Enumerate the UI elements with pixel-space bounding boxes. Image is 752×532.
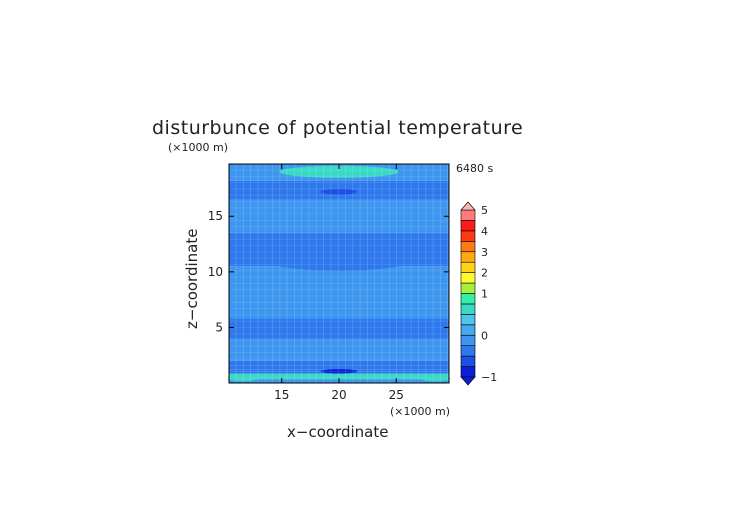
colorbar-box xyxy=(460,209,476,221)
colorbar-tick-label: 1 xyxy=(481,288,488,301)
chart-title: disturbunce of potential temperature xyxy=(152,117,523,139)
colorbar-box xyxy=(460,334,476,346)
plot-area xyxy=(227,163,451,384)
y-tick-label: 15 xyxy=(208,209,223,223)
colorbar-top-arrow xyxy=(460,201,476,211)
contour-feature xyxy=(320,189,358,195)
colorbar-box xyxy=(460,293,476,305)
colorbar-bottom-arrow xyxy=(460,376,476,386)
colorbar-box xyxy=(460,251,476,263)
contour-feature xyxy=(279,165,399,178)
y-axis-label: z−coordinate xyxy=(183,229,201,329)
contour-band xyxy=(229,360,449,370)
contour-band xyxy=(229,338,449,361)
contour-feature xyxy=(258,244,420,271)
contour-band xyxy=(229,318,449,339)
colorbar-box xyxy=(460,355,476,367)
time-label: 6480 s xyxy=(456,162,493,175)
contour-feature xyxy=(320,369,358,374)
x-tick-label: 15 xyxy=(274,388,289,402)
colorbar xyxy=(460,201,476,386)
contour-features xyxy=(227,165,451,382)
colorbar-tick-label: 3 xyxy=(481,246,488,259)
colorbar-box xyxy=(460,314,476,326)
colorbar-box xyxy=(460,303,476,315)
contour-band xyxy=(229,373,449,380)
contour-feature xyxy=(227,375,258,382)
colorbar-tick-label: −1 xyxy=(481,371,497,384)
x-unit-label: (×1000 m) xyxy=(390,405,450,418)
contour-feature xyxy=(420,375,451,382)
x-tick-label: 20 xyxy=(331,388,346,402)
contour-band xyxy=(229,302,449,319)
x-tick-label: 25 xyxy=(389,388,404,402)
grid-lines xyxy=(229,164,449,383)
colorbar-box xyxy=(460,230,476,242)
colorbar-tick-label: 2 xyxy=(481,267,488,280)
colorbar-tick-label: 0 xyxy=(481,329,488,342)
contour-band xyxy=(229,266,449,303)
x-axis-ticks: 15 20 25 xyxy=(274,164,404,402)
colorbar-box xyxy=(460,272,476,284)
colorbar-tick-label: 4 xyxy=(481,225,488,238)
x-axis-label: x−coordinate xyxy=(287,423,388,441)
colorbar-box xyxy=(460,261,476,273)
z-unit-label: (×1000 m) xyxy=(168,141,228,154)
colorbar-tick-label: 5 xyxy=(481,204,488,217)
contour-bands xyxy=(229,164,449,383)
colorbar-box xyxy=(460,366,476,378)
contour-band xyxy=(229,199,449,233)
colorbar-box xyxy=(460,220,476,232)
y-axis-ticks: 5 10 15 xyxy=(208,209,449,334)
y-tick-label: 10 xyxy=(208,265,223,279)
colorbar-box xyxy=(460,282,476,294)
colorbar-box xyxy=(460,324,476,336)
y-tick-label: 5 xyxy=(215,320,223,334)
colorbar-box xyxy=(460,345,476,357)
colorbar-box xyxy=(460,241,476,253)
colorbar-tick-labels: −1 0 1 2 3 4 5 xyxy=(481,204,497,384)
